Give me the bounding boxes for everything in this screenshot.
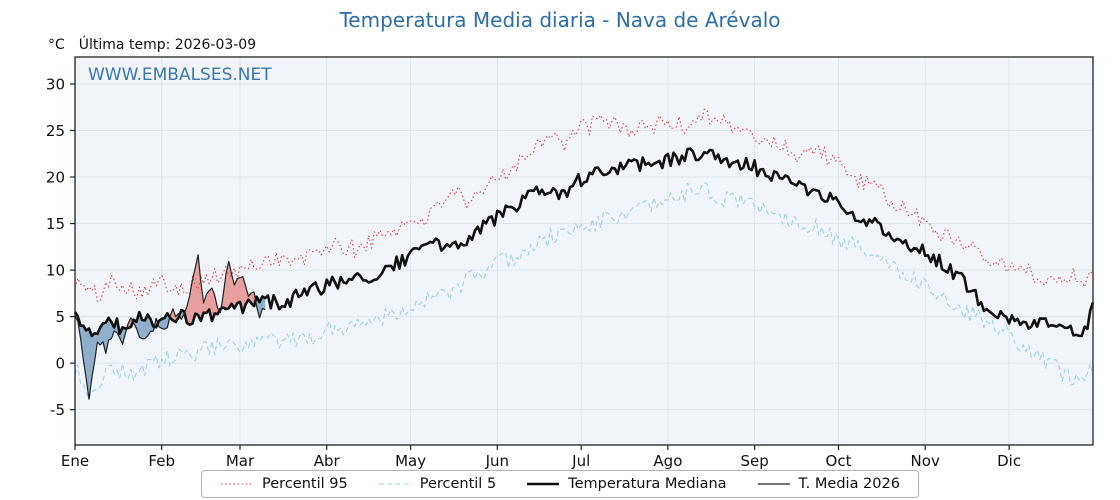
x-tick-label: Dic [997,452,1021,470]
x-tick-label: Mar [226,452,255,470]
fill-above-median [75,254,266,336]
x-tick-label: Oct [826,452,852,470]
legend-item-percentil-95: Percentil 95 [220,476,348,492]
legend-label: Percentil 95 [262,476,348,492]
legend-line-sample [221,483,254,485]
legend-item-temperatura-mediana: Temperatura Mediana [526,476,727,492]
chart-title: Temperatura Media diaria - Nava de Aréva… [339,8,781,32]
x-tick-label: May [395,452,426,470]
watermark: WWW.EMBALSES.NET [88,65,272,85]
x-tick-label: Nov [911,452,940,470]
x-tick-label: Ene [61,452,89,470]
y-tick-label: 30 [46,75,65,93]
legend-item-t-media-2026: T. Media 2026 [757,476,900,492]
x-tick-label: Abr [314,452,341,470]
series-temperatura-mediana [73,147,1095,338]
last-temp-label: Última temp: 2026-03-09 [78,37,257,53]
y-tick-label: 25 [46,122,65,140]
x-tick-label: Jul [571,452,590,470]
chart-legend: Percentil 95 Percentil 5 Temperatura Media… [201,470,919,498]
plot-background [75,57,1093,445]
x-tick-label: Feb [148,452,175,470]
series-percentil-95 [74,108,1094,302]
series-percentil-5 [74,182,1094,401]
legend-label: T. Media 2026 [798,476,900,492]
legend-item-percentil-5: Percentil 5 [378,476,496,492]
y-tick-label: 5 [55,308,65,326]
y-tick-label: 10 [46,262,65,280]
x-tick-label: Jun [485,452,509,470]
y-tick-label: 20 [46,169,65,187]
y-tick-label: 15 [46,215,65,233]
legend-line-sample [378,483,411,485]
legend-line-sample [757,483,790,485]
legend-line-sample [527,482,560,486]
legend-label: Percentil 5 [419,476,497,492]
chart-subheader: °C Última temp: 2026-03-09 [48,37,256,53]
plot-border [74,56,1094,446]
y-tick-label: 0 [55,355,65,373]
x-tick-label: Sep [740,452,768,470]
legend-label: Temperatura Mediana [568,476,727,492]
series-t-media-2026 [74,254,266,400]
unit-label: °C [48,37,65,53]
y-tick-label: -5 [50,401,65,419]
x-tick-label: Ago [653,452,682,470]
